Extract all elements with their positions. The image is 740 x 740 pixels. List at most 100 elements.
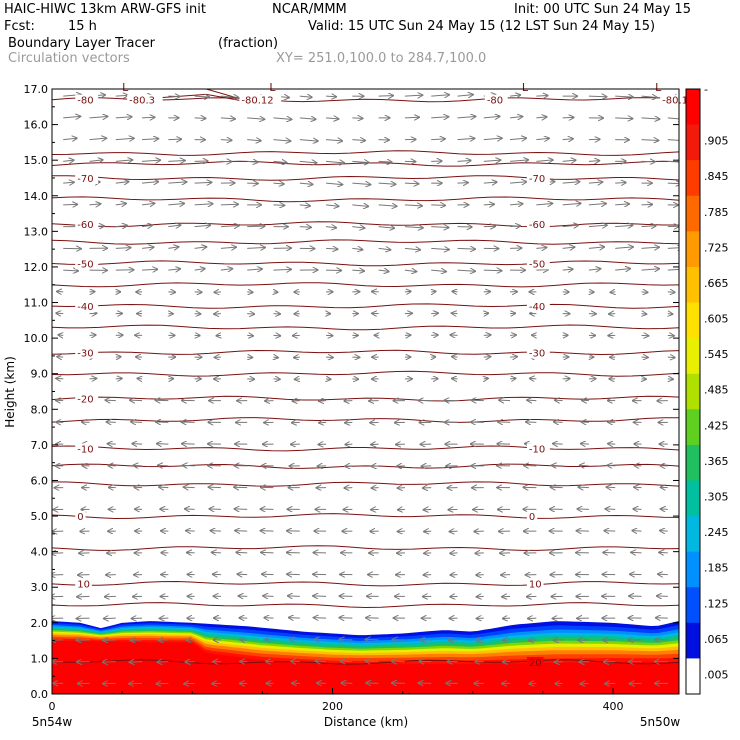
wind-vector (483, 160, 501, 161)
wind-vector (457, 160, 470, 161)
wind-vector (510, 95, 520, 96)
contour-label: 20 (529, 658, 542, 669)
wind-vector (615, 269, 630, 270)
isotherm-line (52, 481, 679, 487)
wind-vector (404, 117, 419, 118)
contour-label-bg (526, 511, 538, 523)
field-units: (fraction) (218, 36, 278, 51)
wind-vector (404, 183, 418, 184)
wind-vector (247, 140, 261, 141)
contour-label: 10 (529, 580, 542, 591)
wind-vector (536, 96, 547, 97)
contour-label-bg (526, 258, 550, 270)
wind-vector (115, 204, 126, 205)
wind-vector (483, 270, 502, 271)
wind-vector (115, 248, 131, 249)
forecast-label: Fcst: (4, 19, 35, 34)
wind-vector (562, 160, 576, 161)
x-start-location: 5n54w (32, 715, 73, 729)
contour-label-bg (660, 94, 696, 106)
wind-vector (431, 248, 449, 249)
wind-vector (326, 118, 338, 119)
wind-vector (404, 270, 416, 271)
wind-vector (194, 269, 205, 270)
wind-vector (89, 138, 107, 139)
wind-vector (483, 138, 502, 139)
contour-label: 0 (529, 512, 535, 523)
contour-label-bg (526, 656, 544, 668)
wind-vector (457, 138, 474, 139)
wind-vector (168, 182, 186, 183)
wind-vector (326, 183, 342, 184)
valid-time: Valid: 15 UTC Sun 24 May 15 (12 LST Sun … (308, 19, 655, 34)
colorbar-label: .905 (704, 135, 729, 148)
wind-vector (220, 118, 235, 119)
colorbar-swatch (686, 444, 700, 481)
wind-vector (220, 247, 236, 248)
colorbar-label: .725 (704, 241, 729, 254)
colorbar-swatch (686, 160, 700, 197)
wind-vector (142, 117, 154, 118)
wind-vector (588, 204, 606, 205)
wind-vector (273, 183, 284, 184)
isotherm-line (52, 580, 679, 587)
contour-label: -70 (529, 174, 545, 185)
contour-labels: -80 -80.3 -80.12 -80 -80.1 -70 -70 -60 -60 -50 -50… (75, 81, 696, 669)
plot-background (52, 89, 679, 694)
contour-label: 10 (77, 580, 90, 591)
wind-vector (431, 139, 445, 140)
wind-vector (404, 227, 423, 228)
contour-label: -60 (529, 220, 545, 231)
wind-vector (378, 270, 389, 271)
y-tick-label: 10.0 (24, 332, 49, 345)
contour-label-bg (75, 347, 99, 359)
low-marker: L (269, 81, 276, 94)
y-tick-label: 9.0 (31, 368, 49, 381)
contour-label-bg (484, 94, 508, 106)
wind-vector (299, 183, 313, 184)
wind-vector (142, 269, 157, 270)
wind-vector (63, 270, 78, 271)
wind-vector (352, 270, 364, 271)
wind-vector (220, 140, 232, 141)
wind-vector (536, 138, 549, 139)
wind-vector (536, 117, 546, 118)
wind-vector (641, 226, 655, 227)
isotherm-line (52, 303, 679, 309)
wind-vector (273, 205, 285, 206)
colorbar-label: - (704, 83, 708, 96)
colorbar-label: .485 (704, 384, 729, 397)
wind-vector (667, 248, 679, 249)
field-name: Boundary Layer Tracer (8, 36, 156, 51)
wind-vector (580, 465, 589, 466)
wind-vector (168, 269, 180, 270)
wind-vector (641, 247, 658, 248)
wind-vector (194, 247, 207, 248)
wind-vector (562, 247, 575, 248)
wind-vector (562, 269, 573, 270)
wind-vector (667, 160, 679, 163)
colorbar-swatch (686, 266, 700, 304)
colorbar-swatch (686, 195, 700, 232)
y-tick-label: 2.0 (31, 617, 49, 630)
wind-vector (615, 204, 629, 205)
wind-vector (588, 182, 602, 183)
wind-vector (299, 161, 317, 162)
colorbar-swatch (686, 587, 700, 624)
contour-label: -50 (529, 259, 545, 270)
wind-vector (588, 225, 607, 226)
contour-label-bg (526, 347, 550, 359)
wind-vector (641, 118, 659, 119)
wind-vector (562, 139, 573, 140)
wind-vector (299, 140, 318, 141)
wind-vector (262, 574, 274, 575)
wind-vector (326, 96, 336, 97)
x-axis: 0 200 400 (49, 688, 624, 713)
wind-vector (220, 204, 238, 205)
wind-vector (326, 227, 336, 228)
isotherm-line (52, 445, 679, 452)
wind-vector (63, 116, 80, 117)
y-tick-label: 6.0 (31, 474, 49, 487)
colorbar-label: .785 (704, 206, 729, 219)
x-tick-label: 0 (49, 700, 56, 713)
